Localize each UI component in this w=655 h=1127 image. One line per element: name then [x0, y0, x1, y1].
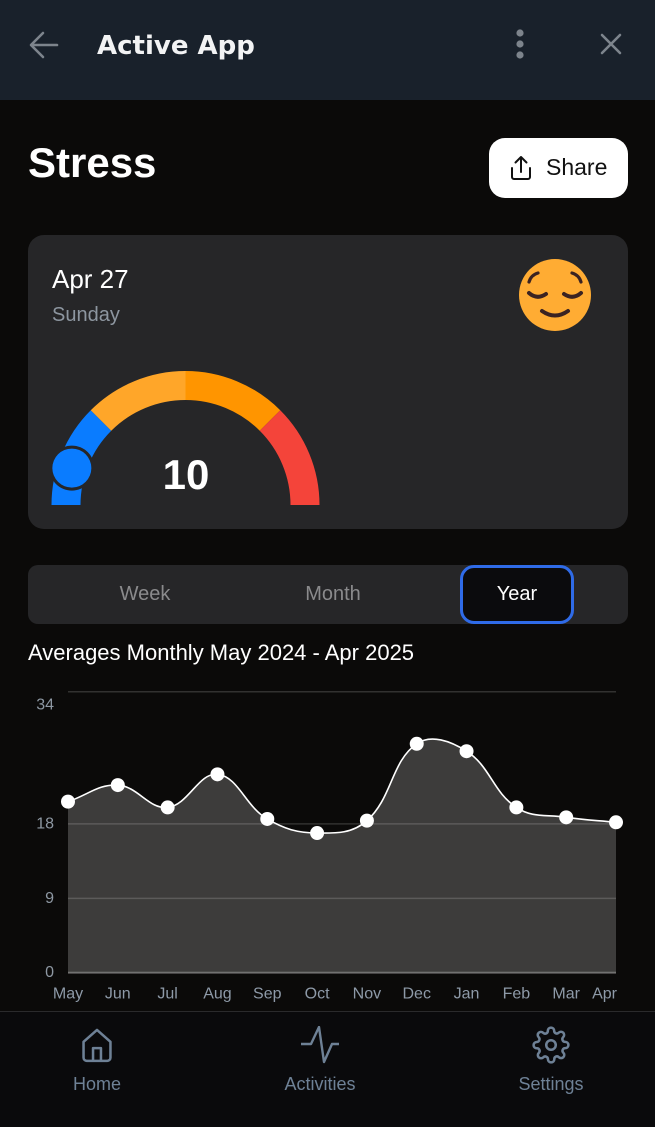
chart-area-fill: [68, 739, 616, 973]
x-tick-label: Apr: [592, 986, 618, 1003]
chart-point[interactable]: [160, 800, 175, 815]
home-icon: [82, 1028, 112, 1063]
x-tick-label: May: [53, 986, 83, 1003]
nav-label-settings: Settings: [518, 1074, 584, 1094]
x-tick-label: Oct: [305, 986, 330, 1003]
chart-point[interactable]: [260, 811, 275, 826]
close-icon[interactable]: [598, 31, 624, 57]
chart-point[interactable]: [409, 736, 424, 751]
nav-label-activities: Activities: [284, 1074, 356, 1094]
nav-item-home[interactable]: Home: [27, 1012, 167, 1112]
gauge-value: 10: [162, 451, 210, 498]
x-tick-label: Jun: [105, 986, 131, 1003]
y-tick-label: 34: [36, 697, 54, 714]
tab-week[interactable]: Week: [119, 583, 171, 605]
tab-year[interactable]: Year: [460, 565, 574, 624]
share-upload-icon: [511, 156, 531, 180]
app-title: Active App: [97, 31, 255, 61]
nav-label-home: Home: [72, 1074, 121, 1094]
chart-point[interactable]: [110, 778, 125, 793]
x-tick-label: Jan: [454, 986, 480, 1003]
y-tick-label: 0: [45, 964, 54, 981]
chart-point[interactable]: [509, 800, 524, 815]
chart-point[interactable]: [359, 813, 374, 828]
share-label: Share: [546, 154, 608, 180]
bottom-navigation: [0, 1011, 655, 1127]
tab-month[interactable]: Month: [305, 583, 361, 605]
chart-point[interactable]: [459, 744, 474, 759]
stress-gauge: [49, 371, 320, 506]
y-tick-label: 9: [45, 890, 54, 907]
x-tick-label: Jul: [157, 986, 177, 1003]
x-tick-label: Sep: [253, 986, 282, 1003]
monthly-average-chart: 0 9 18 34 May Jun Jul Aug Sep Oct Nov Dec Jan Feb Mar A…: [36, 690, 623, 1003]
x-tick-label: Dec: [403, 986, 431, 1003]
chart-title: Averages Monthly May 2024 - Apr 2025: [28, 640, 415, 665]
activity-pulse-icon: [301, 1026, 339, 1064]
gear-icon: [532, 1026, 570, 1064]
summary-weekday: Sunday: [52, 304, 120, 326]
gauge-segment: [259, 410, 320, 506]
share-button[interactable]: Share: [489, 138, 628, 198]
x-tick-label: Mar: [552, 986, 580, 1003]
y-tick-label: 18: [36, 815, 54, 832]
gauge-knob: [52, 448, 92, 488]
arrow-left-icon[interactable]: [28, 30, 60, 60]
chart-point[interactable]: [559, 810, 574, 825]
chart-point[interactable]: [210, 767, 225, 782]
relieved-face-emoji-icon: [519, 259, 591, 331]
nav-item-activities[interactable]: Activities: [250, 1012, 390, 1112]
chart-point[interactable]: [61, 794, 75, 809]
gauge-segment: [90, 371, 186, 432]
summary-date: Apr 27: [52, 264, 129, 294]
nav-item-settings[interactable]: Settings: [481, 1012, 621, 1112]
x-tick-label: Aug: [203, 986, 231, 1003]
chart-point[interactable]: [609, 815, 623, 830]
chart-point[interactable]: [310, 826, 325, 841]
x-tick-label: Feb: [503, 986, 531, 1003]
kebab-menu-icon[interactable]: [511, 27, 529, 61]
gauge-segment: [185, 371, 281, 432]
page-title: Stress: [28, 139, 157, 186]
x-tick-label: Nov: [353, 986, 381, 1003]
app-header: Active App: [0, 0, 655, 100]
